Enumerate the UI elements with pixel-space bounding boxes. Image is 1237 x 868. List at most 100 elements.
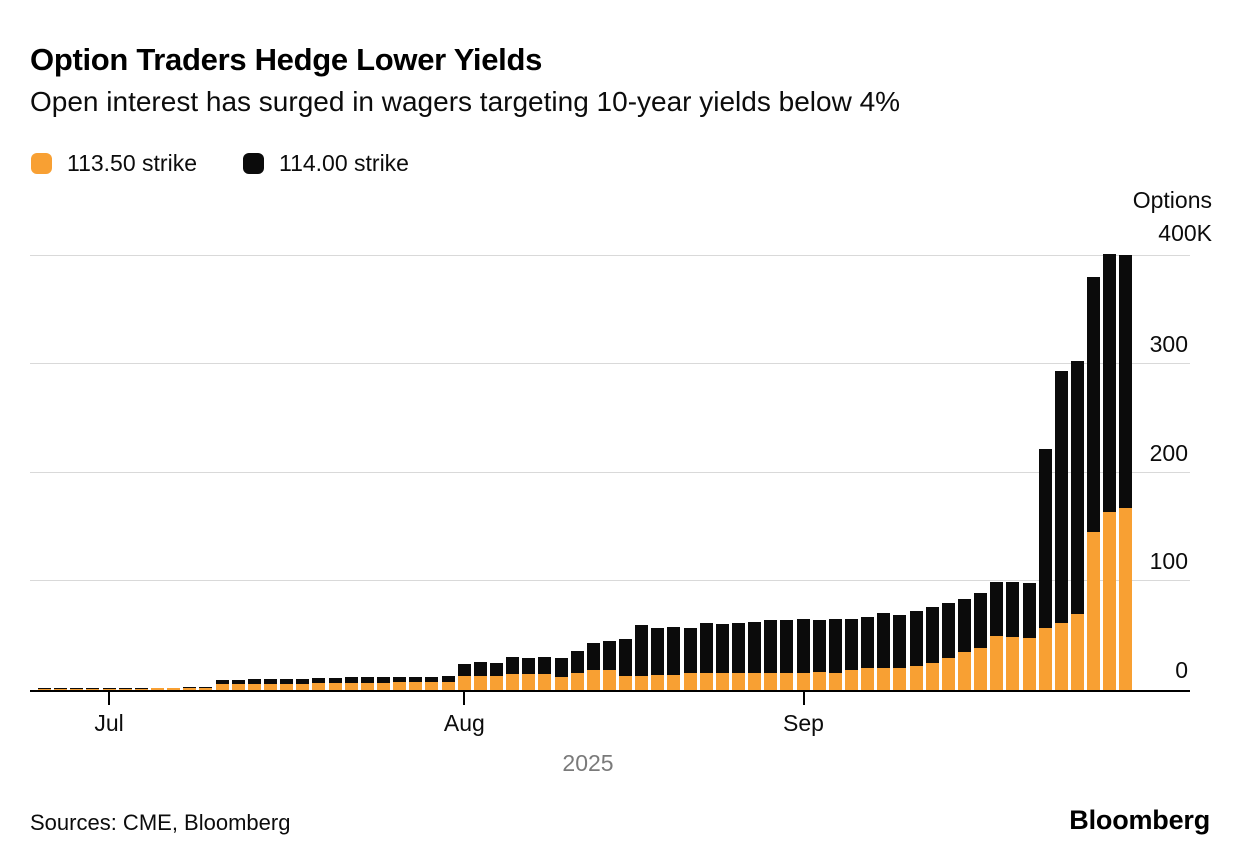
month-tick-label: Jul <box>94 710 124 736</box>
legend-swatch-orange <box>31 153 52 174</box>
bar <box>602 641 616 690</box>
bar-segment-113-50-strike <box>344 682 358 690</box>
bar <box>554 658 568 690</box>
bar-segment-114-00-strike <box>845 619 859 671</box>
bar <box>619 638 633 690</box>
bar <box>376 676 390 690</box>
legend-label: 114.00 strike <box>278 150 409 176</box>
legend-label: 113.50 strike <box>67 150 197 176</box>
bar-segment-113-50-strike <box>732 672 746 690</box>
bar <box>409 676 423 690</box>
bar-segment-113-50-strike <box>974 647 988 690</box>
bar <box>506 657 520 690</box>
bar-segment-114-00-strike <box>409 676 423 683</box>
bar-segment-113-50-strike <box>748 672 762 690</box>
bar-segment-114-00-strike <box>457 663 471 676</box>
bar-segment-114-00-strike <box>877 612 891 669</box>
bar <box>38 688 51 690</box>
bar-segment-113-50-strike <box>764 672 778 690</box>
bar-segment-113-50-strike <box>263 684 277 690</box>
bar-segment-113-50-strike <box>522 673 536 690</box>
bar <box>102 688 116 690</box>
bar-segment-114-00-strike <box>38 688 51 689</box>
bar-segment-113-50-strike <box>925 662 939 690</box>
bar-segment-113-50-strike <box>1038 628 1052 690</box>
bar-segment-113-50-strike <box>38 688 51 690</box>
bar-segment-114-00-strike <box>280 679 294 685</box>
legend-item-114-00: 114.00 strike <box>242 150 409 177</box>
bar <box>812 620 826 690</box>
bar <box>958 598 972 690</box>
bar-segment-113-50-strike <box>1022 637 1036 690</box>
bar-segment-114-00-strike <box>1119 255 1133 509</box>
bar-segment-113-50-strike <box>312 683 326 690</box>
month-tick <box>463 692 466 705</box>
bar <box>893 614 907 690</box>
bar <box>732 622 746 690</box>
bar-segment-114-00-strike <box>732 622 746 673</box>
bar <box>231 679 245 690</box>
bar-segment-114-00-strike <box>376 676 390 683</box>
bar <box>925 607 939 690</box>
bar-segment-113-50-strike <box>845 670 859 690</box>
bar <box>715 623 729 690</box>
legend: 113.50 strike 114.00 strike <box>31 150 409 177</box>
bar-segment-114-00-strike <box>425 676 439 683</box>
bar-segment-113-50-strike <box>54 688 68 690</box>
bar-segment-114-00-strike <box>441 676 455 683</box>
month-tick-label: Sep <box>783 710 824 736</box>
bar <box>570 650 584 690</box>
bar-segment-114-00-strike <box>861 617 875 669</box>
bar <box>651 628 665 690</box>
bar-segment-113-50-strike <box>877 668 891 690</box>
bar-segment-114-00-strike <box>715 623 729 673</box>
bar-segment-114-00-strike <box>134 688 148 689</box>
bar <box>748 621 762 690</box>
bar-segment-113-50-strike <box>328 683 342 690</box>
bar-segment-113-50-strike <box>118 688 132 690</box>
bar-segment-113-50-strike <box>941 658 955 690</box>
bar-segment-113-50-strike <box>360 682 374 690</box>
bar-segment-113-50-strike <box>70 688 84 690</box>
bar <box>344 676 358 690</box>
month-tick-label: Aug <box>443 710 485 736</box>
bar-segment-114-00-strike <box>86 688 100 689</box>
bar-segment-113-50-strike <box>570 672 584 690</box>
bar-segment-113-50-strike <box>199 687 213 690</box>
bar <box>118 688 132 690</box>
bar-series <box>38 253 1133 690</box>
page-title: Option Traders Hedge Lower Yields <box>30 42 543 77</box>
bar <box>54 688 68 690</box>
bar-segment-113-50-strike <box>134 688 148 690</box>
bar-segment-114-00-strike <box>828 619 842 673</box>
bar-segment-113-50-strike <box>296 684 310 690</box>
bar-segment-114-00-strike <box>231 679 245 685</box>
bar-segment-113-50-strike <box>619 675 633 690</box>
bar-segment-114-00-strike <box>247 679 261 685</box>
y-axis-tick-label: 200 <box>1149 439 1188 466</box>
bar-segment-114-00-strike <box>1071 360 1084 614</box>
bar-segment-113-50-strike <box>393 682 407 690</box>
bar-segment-114-00-strike <box>1087 276 1101 533</box>
plot-area: 0 100 200 300 2025 Jul Aug Sep <box>30 253 1190 776</box>
bar <box>1006 582 1020 690</box>
bar <box>328 677 342 690</box>
bar <box>199 686 213 690</box>
y-axis-unit-label: Options <box>1132 187 1212 213</box>
bar <box>215 680 229 690</box>
bar-segment-114-00-strike <box>764 620 778 673</box>
bar <box>167 687 181 690</box>
bar-segment-114-00-strike <box>990 582 1004 636</box>
gridline <box>30 255 1190 256</box>
bar <box>1103 253 1117 690</box>
bar-segment-113-50-strike <box>554 676 568 690</box>
bar-segment-114-00-strike <box>70 688 84 689</box>
bar-segment-114-00-strike <box>150 687 164 689</box>
bar-segment-113-50-strike <box>715 672 729 690</box>
bar-segment-114-00-strike <box>118 688 132 689</box>
bar-segment-114-00-strike <box>328 677 342 684</box>
bar-segment-114-00-strike <box>1006 582 1020 637</box>
bar-segment-113-50-strike <box>602 670 616 690</box>
bar-segment-113-50-strike <box>1006 636 1020 690</box>
